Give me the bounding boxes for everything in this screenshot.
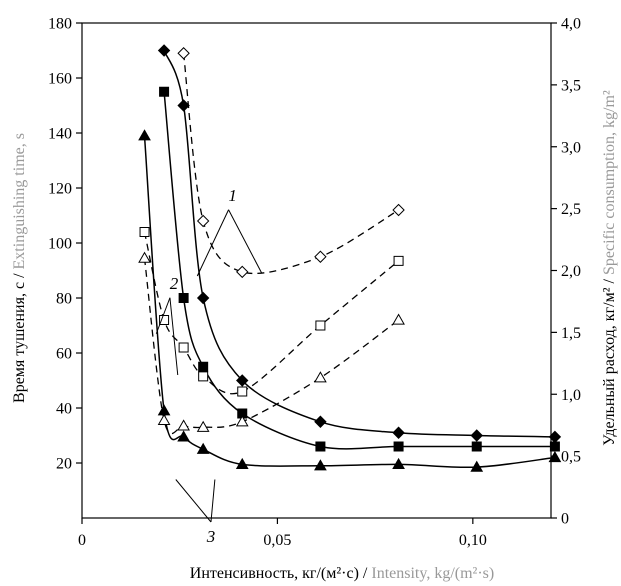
- data-point-s2: [237, 386, 248, 397]
- annotation-leader-1: [196, 209, 230, 277]
- data-point-s3: [392, 313, 405, 325]
- annotation-leader-3: [175, 479, 212, 523]
- y-left-tick-label: 100: [48, 236, 72, 253]
- data-point-s3: [157, 413, 171, 425]
- y-axis-left-label: Время тушения, с / Extinguishing time, s: [11, 133, 28, 403]
- curve-label-2: 2: [170, 274, 179, 293]
- data-point-t1: [196, 291, 210, 305]
- annotation-leader-2: [169, 297, 179, 376]
- data-point-t3: [196, 442, 210, 454]
- x-tick-label: 0,10: [459, 532, 487, 549]
- data-point-t3: [470, 460, 484, 472]
- x-tick-label: 0,05: [263, 532, 291, 549]
- data-point-t3: [138, 129, 151, 141]
- data-point-t3: [392, 457, 405, 469]
- y-left-tick-label: 160: [48, 71, 72, 88]
- annotation-leader-1: [228, 209, 263, 274]
- data-point-t1: [157, 44, 171, 57]
- marker-layer: [138, 44, 562, 472]
- data-point-s2: [315, 320, 326, 331]
- x-tick-label: 0: [78, 532, 86, 549]
- data-point-s3: [196, 420, 210, 432]
- x-axis-label: Интенсивность, кг/(м²·с) / Intensity, kg…: [190, 565, 494, 582]
- data-point-t3: [177, 430, 190, 442]
- y-left-tick-label: 20: [56, 456, 72, 473]
- data-point-t1: [177, 99, 190, 112]
- y-left-tick-label: 120: [48, 181, 72, 198]
- data-point-t3: [235, 457, 249, 469]
- series-line-t2: [163, 91, 555, 450]
- data-point-t2: [178, 293, 189, 303]
- data-point-t2: [393, 441, 404, 452]
- y-right-tick-label: 2,5: [561, 201, 581, 218]
- data-point-s1: [392, 203, 405, 217]
- y-right-tick-label: 4,0: [561, 16, 581, 33]
- data-point-s2: [393, 255, 404, 266]
- y-left-tick-label: 60: [56, 346, 72, 363]
- data-point-s2: [159, 315, 170, 325]
- annotation-leader-3: [210, 479, 216, 523]
- y-left-tick-label: 80: [56, 291, 72, 308]
- data-point-t1: [236, 374, 249, 387]
- ticks-layer: 0 0,05 0,10 20 40 60 80 100 120 140 160 180 0 0,5 1,0 1…: [48, 16, 581, 550]
- data-point-s1: [236, 265, 249, 279]
- data-point-s2: [178, 342, 189, 353]
- data-point-t1: [314, 415, 327, 428]
- data-point-s3: [314, 371, 327, 383]
- data-point-t2: [198, 361, 209, 372]
- curve-label-1: 1: [228, 186, 237, 205]
- data-point-s1: [314, 250, 327, 263]
- y-right-tick-label: 1,0: [561, 387, 581, 404]
- data-point-t2: [315, 441, 326, 452]
- annotation-layer: 1 2 3: [155, 186, 263, 546]
- data-point-t2: [549, 441, 560, 452]
- y-right-tick-label: 3,5: [561, 77, 581, 94]
- data-point-t2: [471, 441, 482, 452]
- series-line-t1: [163, 50, 555, 438]
- y-left-tick-label: 40: [56, 401, 72, 418]
- data-point-t1: [392, 426, 405, 439]
- data-point-s1: [177, 47, 190, 60]
- data-point-t2: [159, 86, 170, 97]
- data-point-s3: [177, 419, 190, 431]
- data-point-t3: [548, 450, 562, 463]
- y-right-tick-label: 0,5: [561, 449, 581, 466]
- y-right-tick-label: 1,5: [561, 325, 581, 342]
- y-left-tick-label: 180: [48, 16, 72, 33]
- data-point-t1: [470, 429, 483, 442]
- data-point-s2: [139, 227, 150, 237]
- annotation-leader-2: [155, 297, 171, 334]
- curve-label-3: 3: [206, 527, 216, 546]
- y-right-tick-label: 2,0: [561, 263, 581, 280]
- data-point-s3: [235, 415, 249, 427]
- data-point-s1: [196, 214, 210, 228]
- y-right-tick-label: 3,0: [561, 139, 581, 156]
- y-right-tick-label: 0: [561, 511, 569, 528]
- y-axis-right-label: Удельный расход, кг/м² / Specific consum…: [601, 90, 618, 446]
- y-left-tick-label: 140: [48, 126, 72, 143]
- data-point-t3: [314, 459, 327, 471]
- data-point-s3: [138, 251, 151, 263]
- series-line-t3: [143, 135, 555, 469]
- data-point-s2: [198, 371, 209, 382]
- series-layer: [138, 44, 562, 472]
